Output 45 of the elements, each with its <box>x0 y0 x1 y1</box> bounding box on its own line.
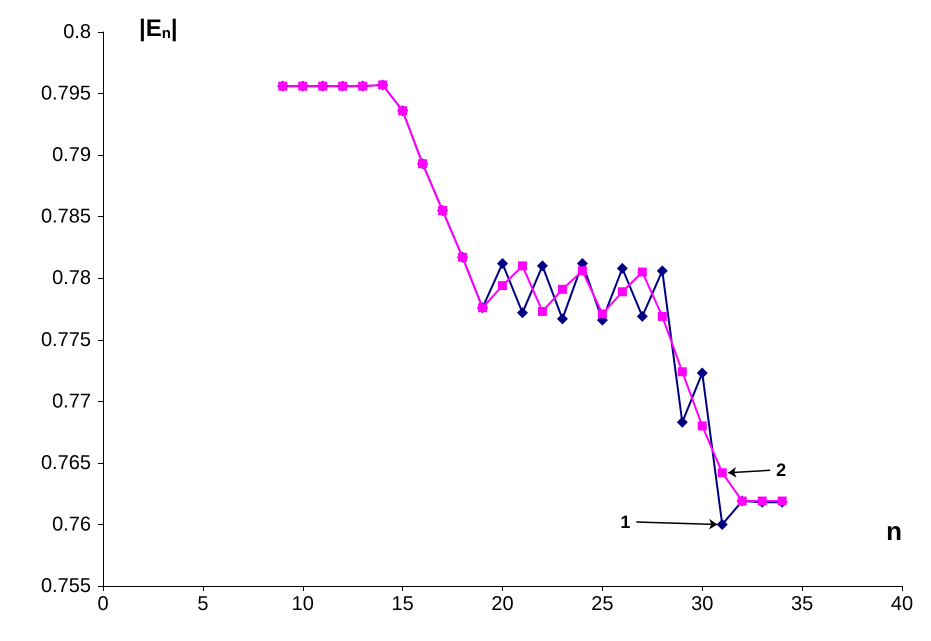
y-tick-label: 0.78 <box>52 267 91 290</box>
point <box>716 518 728 530</box>
point <box>516 307 528 318</box>
y-tick-label: 0.76 <box>52 513 91 536</box>
y-tick-label: 0.775 <box>40 328 91 351</box>
y-tick-label: 0.785 <box>40 206 91 228</box>
point <box>578 266 587 276</box>
point <box>678 367 687 376</box>
point <box>598 309 607 318</box>
point <box>636 310 648 322</box>
x-tick-label: 40 <box>890 593 914 615</box>
point <box>538 306 547 316</box>
y-tick-label: 0.795 <box>40 82 91 105</box>
y-axis-title: |En| <box>139 15 178 42</box>
x-tick-label: 10 <box>292 593 314 615</box>
point <box>536 260 548 272</box>
point <box>616 262 628 274</box>
point <box>518 261 527 270</box>
annotation: 2 <box>776 460 786 480</box>
x-tick-label: 5 <box>197 593 208 615</box>
point <box>698 421 707 430</box>
point <box>497 258 508 269</box>
y-tick-label: 0.79 <box>52 144 91 166</box>
point <box>718 468 727 478</box>
x-tick-label: 25 <box>591 593 614 615</box>
x-tick-label: 30 <box>691 593 714 615</box>
x-tick-label: 15 <box>392 593 414 615</box>
y-tick-label: 0.765 <box>40 452 91 474</box>
x-tick-label: 20 <box>491 593 514 615</box>
point <box>658 312 667 321</box>
x-tick-label: 35 <box>791 593 814 615</box>
point <box>556 313 568 324</box>
y-tick-label: 0.8 <box>63 21 91 43</box>
point <box>638 268 647 277</box>
x-axis-title: n <box>886 516 902 546</box>
y-tick-label: 0.77 <box>52 390 91 412</box>
point <box>696 368 708 379</box>
point <box>656 265 668 276</box>
point <box>618 287 627 296</box>
point <box>676 416 688 428</box>
annotation: 1 <box>620 512 630 532</box>
y-tick-label: 0.755 <box>40 575 91 597</box>
point <box>558 284 567 294</box>
point <box>498 281 507 290</box>
x-tick-label: 0 <box>97 593 109 615</box>
